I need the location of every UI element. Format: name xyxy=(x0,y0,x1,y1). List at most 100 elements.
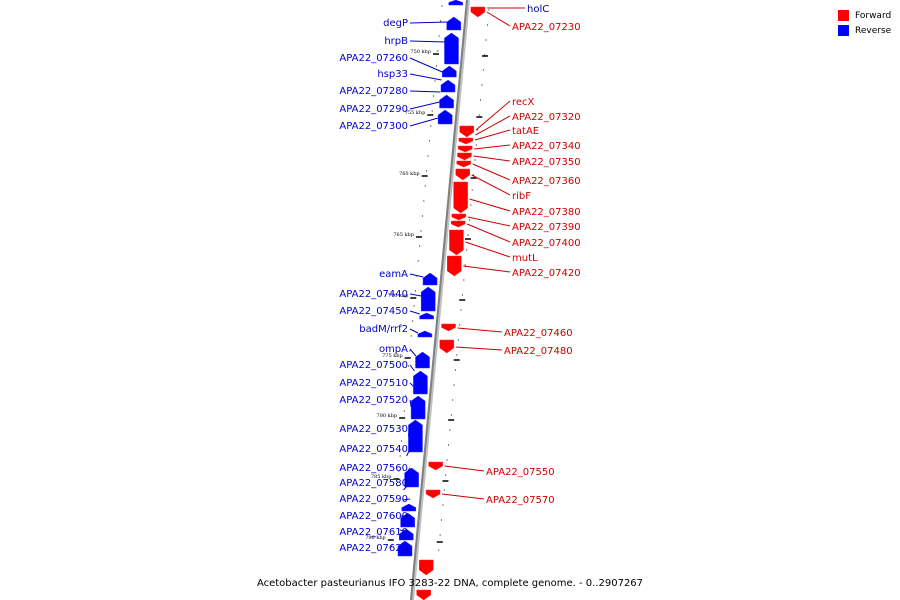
reverse-gene-arrow[interactable] xyxy=(442,65,457,78)
reverse-gene-arrow[interactable] xyxy=(422,272,438,286)
reverse-gene-label[interactable]: badM/rrf2 xyxy=(359,324,408,335)
forward-gene-arrow[interactable] xyxy=(450,220,466,228)
forward-gene-arrow[interactable] xyxy=(453,181,468,214)
forward-gene-arrow[interactable] xyxy=(458,137,474,145)
reverse-gene-label[interactable]: degP xyxy=(383,18,408,29)
reverse-gene-label[interactable]: eamA xyxy=(379,269,408,280)
reverse-label-leader xyxy=(409,382,414,387)
reverse-gene-arrow[interactable] xyxy=(446,16,462,31)
forward-gene-label[interactable]: holC xyxy=(527,4,549,15)
legend-forward-label: Forward xyxy=(855,10,892,21)
reverse-gene-label[interactable]: APA22_07600 xyxy=(339,511,408,522)
reverse-label-leader xyxy=(402,498,411,501)
forward-gene-arrow[interactable] xyxy=(459,125,475,138)
legend-reverse-label: Reverse xyxy=(855,25,892,36)
forward-gene-arrow[interactable] xyxy=(455,168,471,181)
forward-gene-arrow[interactable] xyxy=(439,339,455,354)
forward-gene-arrow[interactable] xyxy=(425,489,441,499)
forward-gene-arrow[interactable] xyxy=(428,461,443,471)
forward-gene-label[interactable]: recX xyxy=(512,97,535,108)
forward-gene-label[interactable]: mutL xyxy=(512,253,538,264)
forward-gene-arrow[interactable] xyxy=(456,160,471,168)
forward-gene-arrow[interactable] xyxy=(457,152,472,161)
forward-gene-label[interactable]: tatAE xyxy=(512,126,539,137)
forward-gene-label[interactable]: APA22_07230 xyxy=(512,22,581,33)
forward-label-leader xyxy=(486,11,511,27)
forward-gene-label[interactable]: APA22_07340 xyxy=(512,141,581,152)
forward-gene-label[interactable]: APA22_07480 xyxy=(504,346,573,357)
reverse-gene-arrow[interactable] xyxy=(410,395,426,420)
forward-gene-label[interactable]: APA22_07360 xyxy=(512,176,581,187)
forward-gene-label[interactable]: APA22_07550 xyxy=(486,467,555,478)
scale-tick-label: 760 kbp xyxy=(399,171,420,177)
reverse-gene-arrow[interactable] xyxy=(415,351,430,369)
forward-gene-label[interactable]: APA22_07460 xyxy=(504,328,573,339)
reverse-label-leader xyxy=(409,348,417,357)
reverse-gene-label[interactable]: APA22_07610 xyxy=(339,527,408,538)
reverse-label-leader xyxy=(403,482,411,491)
forward-label-leader xyxy=(466,223,511,243)
reverse-gene-label[interactable]: APA22_07530 xyxy=(339,424,408,435)
reverse-gene-arrow[interactable] xyxy=(404,467,419,488)
reverse-gene-arrow[interactable] xyxy=(420,286,436,312)
reverse-gene-label[interactable]: APA22_07280 xyxy=(339,86,408,97)
forward-label-leader xyxy=(455,346,503,351)
forward-gene-label[interactable]: APA22_07350 xyxy=(512,157,581,168)
reverse-gene-label[interactable]: APA22_07590 xyxy=(339,494,408,505)
reverse-gene-arrow[interactable] xyxy=(401,503,417,512)
forward-label-leader xyxy=(474,129,511,141)
forward-gene-arrow[interactable] xyxy=(457,145,473,153)
reverse-gene-arrow[interactable] xyxy=(437,109,453,125)
reverse-label-leader xyxy=(409,90,441,93)
reverse-gene-arrow[interactable] xyxy=(439,94,454,109)
reverse-label-leader xyxy=(409,273,424,278)
reverse-gene-label[interactable]: APA22_07440 xyxy=(339,289,408,300)
reverse-gene-label[interactable]: hsp33 xyxy=(377,69,408,80)
reverse-gene-label[interactable]: APA22_07520 xyxy=(339,395,408,406)
reverse-label-leader xyxy=(409,399,412,408)
reverse-gene-arrow[interactable] xyxy=(408,419,423,453)
reverse-gene-label[interactable]: APA22_07500 xyxy=(339,360,408,371)
legend: Forward Reverse xyxy=(838,8,891,38)
scale-tick-label: 790 kbp xyxy=(365,535,386,541)
scale-tick-label: 765 kbp xyxy=(393,232,414,238)
reverse-gene-label[interactable]: APA22_07560 xyxy=(339,463,408,474)
forward-gene-arrow[interactable] xyxy=(451,213,467,221)
reverse-gene-arrow[interactable] xyxy=(413,370,428,395)
forward-gene-label[interactable]: APA22_07570 xyxy=(486,495,555,506)
forward-gene-label[interactable]: APA22_07380 xyxy=(512,207,581,218)
reverse-gene-label[interactable]: APA22_07450 xyxy=(339,306,408,317)
reverse-gene-arrow[interactable] xyxy=(440,79,456,93)
reverse-gene-arrow[interactable] xyxy=(444,32,459,65)
reverse-gene-arrow[interactable] xyxy=(417,330,433,338)
reverse-label-leader xyxy=(409,117,439,127)
forward-gene-arrow[interactable] xyxy=(418,559,434,576)
reverse-gene-label[interactable]: APA22_07580 xyxy=(339,478,408,489)
reverse-gene-label[interactable]: APA22_07290 xyxy=(339,104,408,115)
forward-gene-label[interactable]: ribF xyxy=(512,191,531,202)
forward-gene-arrow[interactable] xyxy=(447,255,462,277)
forward-label-leader xyxy=(474,144,511,150)
reverse-label-leader xyxy=(406,448,411,457)
reverse-gene-arrow[interactable] xyxy=(419,312,434,320)
reverse-gene-label[interactable]: APA22_07540 xyxy=(339,444,408,455)
reverse-gene-label[interactable]: APA22_07300 xyxy=(339,121,408,132)
forward-gene-arrow[interactable] xyxy=(449,229,464,256)
reverse-label-leader xyxy=(409,21,447,24)
forward-gene-label[interactable]: APA22_07320 xyxy=(512,112,581,123)
forward-gene-label[interactable]: APA22_07400 xyxy=(512,238,581,249)
reverse-gene-label[interactable]: APA22_07260 xyxy=(339,53,408,64)
forward-gene-label[interactable]: APA22_07420 xyxy=(512,268,581,279)
forward-label-leader xyxy=(441,493,485,500)
reverse-gene-label[interactable]: APA22_07510 xyxy=(339,378,408,389)
forward-gene-label[interactable]: APA22_07390 xyxy=(512,222,581,233)
reverse-gene-label[interactable]: ompA xyxy=(379,344,408,355)
reverse-gene-label[interactable]: hrpB xyxy=(384,36,408,47)
forward-gene-arrow[interactable] xyxy=(416,589,431,600)
forward-gene-arrow[interactable] xyxy=(470,6,486,18)
reverse-gene-arrow[interactable] xyxy=(448,0,464,6)
reverse-gene-label[interactable]: APA22_07620 xyxy=(339,543,408,554)
legend-reverse: Reverse xyxy=(838,23,891,38)
forward-gene-arrow[interactable] xyxy=(441,323,456,332)
